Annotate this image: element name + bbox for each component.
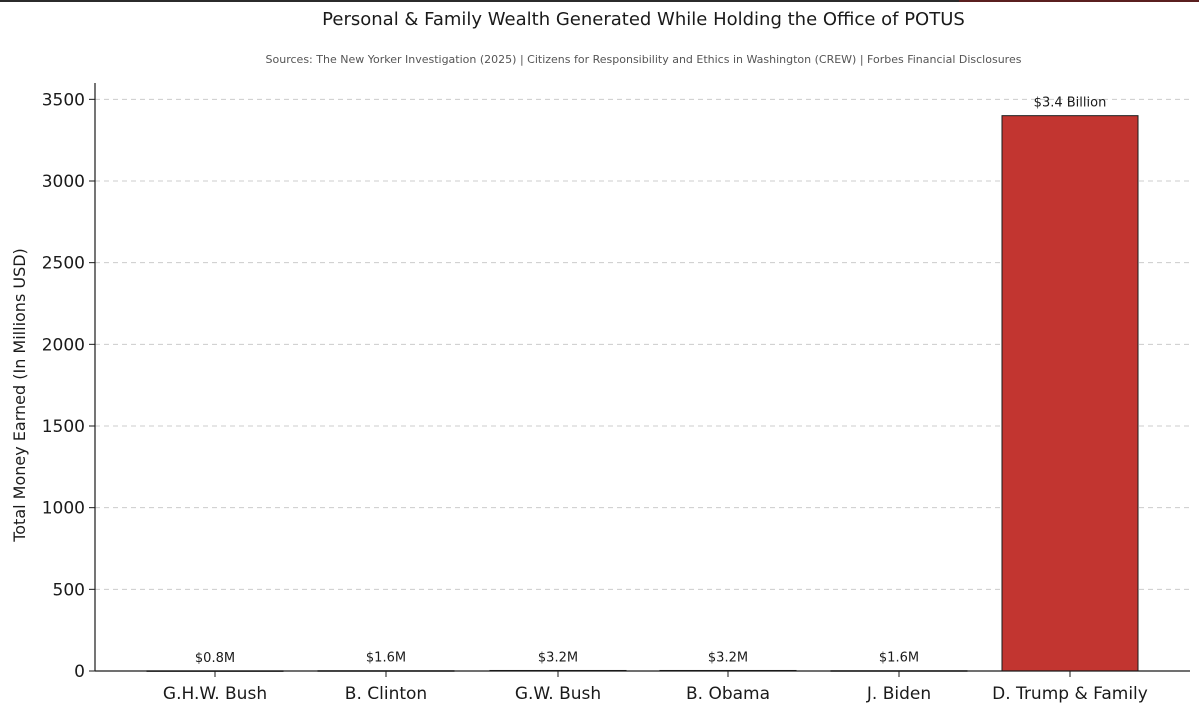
- bar: [1001, 115, 1139, 672]
- data-label: $0.8M: [195, 651, 235, 666]
- y-tick-label: 0: [74, 662, 85, 682]
- y-tick-label: 1500: [42, 417, 85, 437]
- chart-title: Personal & Family Wealth Generated While…: [322, 9, 965, 30]
- bars: [146, 115, 1139, 672]
- x-tick-label: G.W. Bush: [515, 684, 601, 704]
- data-label: $1.6M: [879, 651, 919, 666]
- data-label: $3.4 Billion: [1034, 96, 1107, 111]
- y-tick-label: 3500: [42, 90, 85, 110]
- data-label: $1.6M: [366, 651, 406, 666]
- x-tick-label: J. Biden: [866, 684, 931, 704]
- x-tick-label: B. Clinton: [345, 684, 427, 704]
- y-axis-title: Total Money Earned (In Millions USD): [10, 248, 29, 543]
- x-tick-label: G.H.W. Bush: [163, 684, 267, 704]
- axes: [89, 83, 1190, 677]
- top-border: [0, 0, 1199, 2]
- top-border-accent: [959, 0, 1199, 2]
- y-tick-label: 2000: [42, 335, 85, 355]
- y-tick-label: 3000: [42, 172, 85, 192]
- x-tick-label: B. Obama: [686, 684, 770, 704]
- x-tick-label: D. Trump & Family: [992, 684, 1148, 704]
- y-tick-label: 2500: [42, 254, 85, 274]
- data-label: $3.2M: [538, 650, 578, 665]
- y-tick-label: 1000: [42, 499, 85, 519]
- labels: 0 500 1000 1500 2000 2500 3000 3500 $0.8M G.H.W. …: [10, 90, 1148, 704]
- chart-subtitle: Sources: The New Yorker Investigation (2…: [265, 53, 1022, 66]
- data-label: $3.2M: [708, 650, 748, 665]
- y-tick-label: 500: [53, 580, 85, 600]
